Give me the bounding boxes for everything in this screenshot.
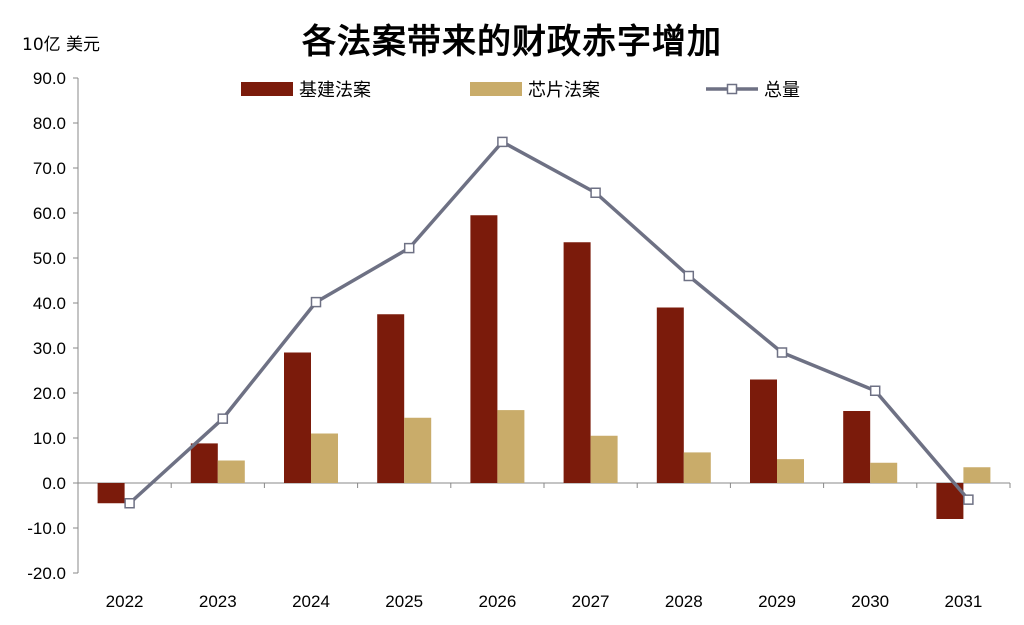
chips-bar: [870, 462, 898, 483]
chips-bar: [777, 459, 804, 483]
legend-swatch: [241, 82, 293, 96]
y-axis-unit: 10亿 美元: [22, 35, 101, 55]
x-tick-label: 2025: [385, 592, 423, 611]
y-tick-label: 30.0: [33, 339, 66, 358]
x-tick-label: 2024: [292, 592, 330, 611]
y-tick-label: 80.0: [33, 114, 66, 133]
infrastructure-bar: [843, 411, 871, 483]
x-tick-label: 2030: [851, 592, 889, 611]
x-tick-label: 2023: [199, 592, 237, 611]
y-tick-label: 90.0: [33, 69, 66, 88]
x-tick-label: 2031: [944, 592, 982, 611]
bars: [97, 215, 991, 519]
legend-marker: [726, 83, 738, 95]
legend-label: 芯片法案: [528, 80, 600, 101]
y-tick-label: 20.0: [33, 384, 66, 403]
total-point-marker: [497, 136, 508, 148]
y-tick-label: 70.0: [33, 159, 66, 178]
x-tick-label: 2027: [572, 592, 610, 611]
total-point-marker: [963, 494, 974, 505]
y-tick-label: 60.0: [33, 204, 66, 223]
x-tick-label: 2022: [106, 592, 144, 611]
legend-label: 基建法案: [299, 80, 371, 101]
chips-bar: [497, 410, 525, 483]
legend: 基建法案 芯片法案 总量: [241, 80, 800, 101]
chips-bar: [217, 460, 245, 483]
infrastructure-bar: [377, 314, 405, 483]
y-tick-label: 10.0: [33, 429, 66, 448]
total-point-marker: [776, 347, 788, 358]
x-axis: [77, 482, 1011, 488]
total-point-marker: [217, 413, 229, 424]
chips-bar: [311, 433, 338, 483]
total-point-marker: [590, 187, 601, 198]
chips-bar: [963, 467, 991, 483]
chips-bar: [590, 435, 618, 483]
chart-title: 各法案带来的财政赤字增加: [302, 22, 722, 62]
total-point-marker: [683, 270, 695, 282]
infrastructure-bar: [656, 307, 684, 483]
y-axis: 90.0 80.0 70.0 60.0 50.0 40.0 30.0 20.0 10.0 0.0 -…: [27, 69, 79, 583]
y-tick-label: -20.0: [27, 564, 66, 583]
total-point-marker: [124, 498, 135, 509]
x-tick-labels: 2022 2023 2024 2025 2026 2027 2028 2029 2030 2031: [106, 592, 983, 611]
infrastructure-bar: [470, 215, 498, 483]
legend-label: 总量: [764, 80, 800, 101]
x-tick-label: 2028: [665, 592, 703, 611]
infrastructure-bar: [97, 483, 125, 504]
infrastructure-bar: [284, 352, 311, 483]
infrastructure-bar: [190, 443, 218, 483]
total-line: [124, 136, 974, 509]
x-tick-label: 2029: [758, 592, 796, 611]
infrastructure-bar: [750, 379, 777, 483]
total-point-marker: [403, 242, 415, 254]
total-point-marker: [310, 296, 322, 308]
y-tick-label: 40.0: [33, 294, 66, 313]
x-tick-label: 2026: [478, 592, 516, 611]
total-point-marker: [869, 385, 881, 396]
y-tick-label: 0.0: [42, 474, 66, 493]
y-tick-label: -10.0: [27, 519, 66, 538]
legend-swatch: [470, 82, 522, 96]
chips-bar: [683, 452, 711, 483]
infrastructure-bar: [563, 242, 591, 483]
y-tick-label: 50.0: [33, 249, 66, 268]
chips-bar: [404, 417, 432, 483]
total-line-path: [128, 140, 970, 505]
